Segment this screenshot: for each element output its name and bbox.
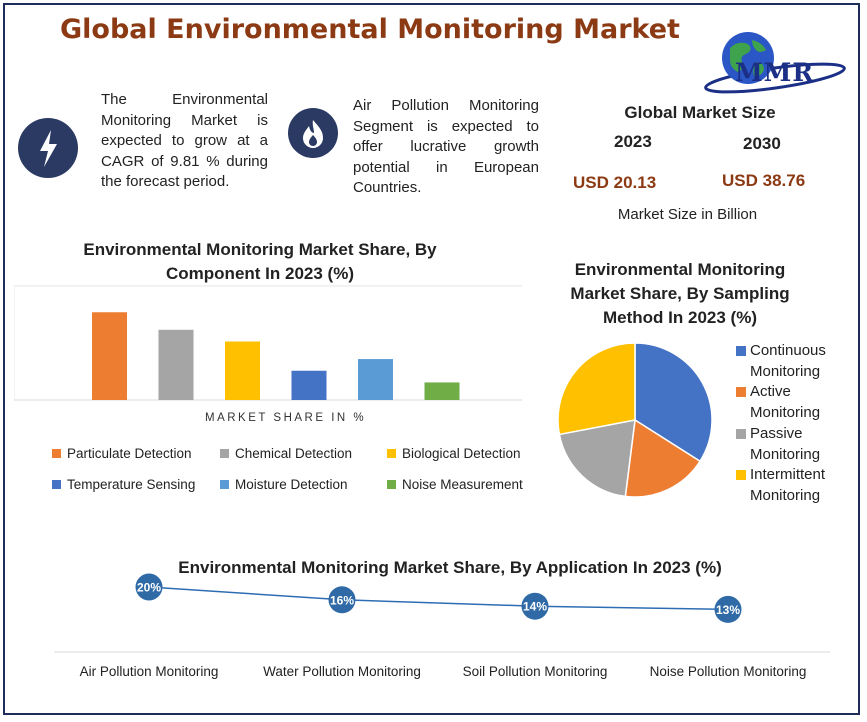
legend-swatch <box>736 429 746 439</box>
line-point: 16% <box>328 586 356 614</box>
mmr-logo-globe-icon <box>704 32 846 94</box>
legend-swatch <box>387 449 396 458</box>
legend-label: Noise Measurement <box>402 477 523 492</box>
line-point-marker <box>521 592 549 620</box>
bar-noise-measurement <box>424 382 460 400</box>
line-data-label: 20% <box>137 581 161 595</box>
legend-swatch <box>220 449 229 458</box>
pie-legend-item: Continuous Monitoring <box>736 341 856 382</box>
line-data-label: 13% <box>716 603 740 617</box>
pie-legend-item: Active Monitoring <box>736 382 856 423</box>
bar-moisture-detection <box>358 359 393 400</box>
legend-swatch <box>736 470 746 480</box>
feature-text-air-pollution: Air Pollution Monitoring Segment is expe… <box>353 97 539 196</box>
line-category-label: Water Pollution Monitoring <box>263 664 421 679</box>
line-chart-title: Environmental Monitoring Market Share, B… <box>178 558 722 577</box>
line-data-label: 16% <box>330 593 354 607</box>
line-point-marker <box>328 586 356 614</box>
bar-chemical-detection <box>158 329 194 400</box>
legend-label: Passive Monitoring <box>750 425 821 463</box>
bar-legend-item: Chemical Detection <box>220 446 352 461</box>
bar-legend-item: Biological Detection <box>387 446 521 461</box>
line-category-label: Soil Pollution Monitoring <box>462 664 608 679</box>
line-category-label: Air Pollution Monitoring <box>79 664 219 679</box>
legend-swatch <box>220 480 229 489</box>
legend-label: Intermittent Monitoring <box>750 466 826 504</box>
lightning-icon <box>18 118 78 178</box>
pie-legend-item: Intermittent Monitoring <box>736 465 856 506</box>
line-point: 14% <box>521 592 549 620</box>
legend-label: Biological Detection <box>402 446 521 461</box>
feature-text-cagr: The Environmental Monitoring Market is e… <box>101 91 268 190</box>
bar-temperature-sensing <box>291 370 327 400</box>
legend-swatch <box>736 387 746 397</box>
line-data-label: 14% <box>523 600 547 614</box>
pie-slice-active-monitoring <box>624 418 702 498</box>
market-size-value-start: USD 20.13 <box>573 173 657 192</box>
bar-particulate-detection <box>92 312 127 400</box>
legend-swatch <box>52 449 61 458</box>
market-size-value-end: USD 38.76 <box>722 171 806 190</box>
bar-chart-xlabel: MARKET SHARE IN % <box>205 412 367 424</box>
pie-slice-passive-monitoring <box>558 419 636 498</box>
market-size-year-end: 2030 <box>743 134 781 153</box>
legend-label: Continuous Monitoring <box>750 342 826 380</box>
line-point-marker <box>714 595 742 623</box>
legend-label: Active Monitoring <box>750 383 821 421</box>
pie-legend-item: Passive Monitoring <box>736 424 856 465</box>
bar-legend-item: Particulate Detection <box>52 446 192 461</box>
bar-legend-item: Noise Measurement <box>387 477 523 492</box>
market-size-note: Market Size in Billion <box>617 206 758 223</box>
line-point: 20% <box>135 573 163 601</box>
legend-label: Moisture Detection <box>235 477 348 492</box>
bar-legend-item: Moisture Detection <box>220 477 348 492</box>
logo-text: MMR <box>735 58 815 87</box>
legend-label: Chemical Detection <box>235 446 353 461</box>
bar-legend-item: Temperature Sensing <box>52 477 195 492</box>
market-size-title: Global Market Size <box>624 103 776 122</box>
line-series <box>148 586 729 611</box>
pie-chart-title: Environmental Monitoring Market Share, B… <box>570 260 790 327</box>
legend-swatch <box>736 346 746 356</box>
legend-label: Particulate Detection <box>67 446 192 461</box>
flame-icon <box>288 108 338 158</box>
bar-biological-detection <box>225 341 260 400</box>
legend-swatch <box>52 480 61 489</box>
line-chart: 20% 16% 14% 13% <box>54 573 830 653</box>
page-title: Global Environmental Monitoring Market <box>60 14 680 45</box>
legend-label: Temperature Sensing <box>67 477 196 492</box>
pie-slice-intermittent-monitoring <box>557 342 636 436</box>
line-point: 13% <box>714 595 742 623</box>
page-frame <box>3 3 860 715</box>
pie-chart <box>557 342 713 498</box>
market-size-year-start: 2023 <box>614 132 652 151</box>
bar-chart-title: Environmental Monitoring Market Share, B… <box>83 240 437 283</box>
line-category-label: Noise Pollution Monitoring <box>649 664 807 679</box>
line-point-marker <box>135 573 163 601</box>
legend-swatch <box>387 480 396 489</box>
bar-chart <box>14 285 522 401</box>
